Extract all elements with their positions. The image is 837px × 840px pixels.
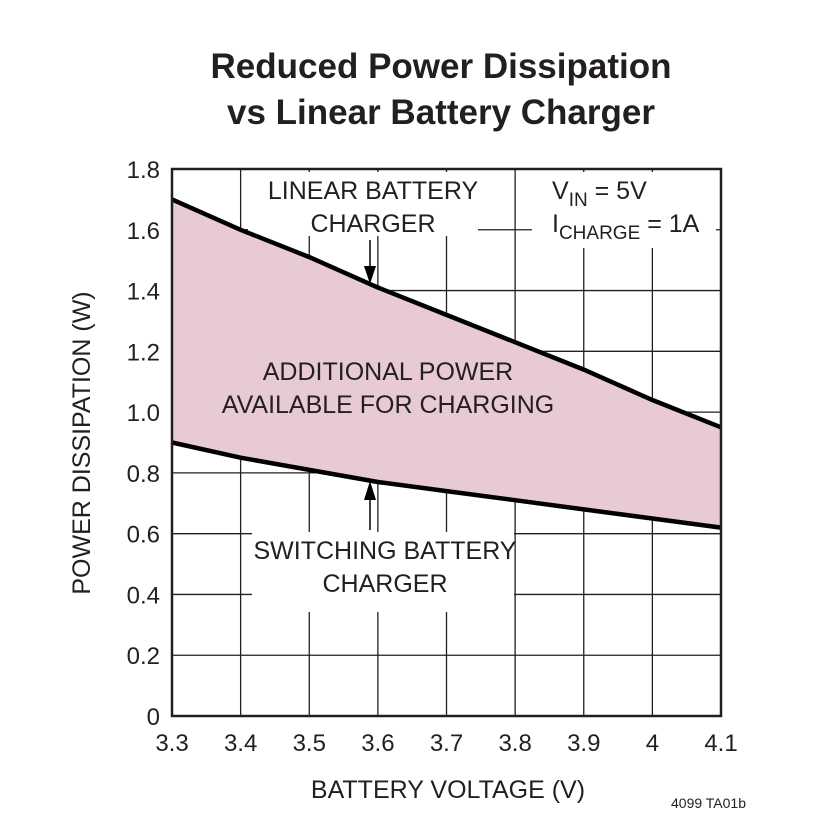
x-tick-label: 3.4 (224, 730, 257, 757)
switching-charger-line (171, 440, 722, 530)
x-tick-label: 4 (646, 730, 659, 757)
switching-label-1: SWITCHING BATTERY (254, 537, 517, 565)
label-mask (252, 532, 514, 612)
switching-label-2: CHARGER (322, 570, 447, 598)
x-axis-label: BATTERY VOLTAGE (V) (311, 776, 585, 804)
label-mask (248, 172, 478, 236)
x-tick-label: 3.5 (293, 730, 326, 757)
icharge-label: ICHARGE = 1A (552, 210, 700, 244)
linear-charger-line (171, 197, 722, 430)
y-tick-label: 0.8 (127, 461, 160, 488)
y-tick-label: 1.4 (127, 279, 160, 306)
x-tick-label: 3.6 (361, 730, 394, 757)
x-tick-label: 3.9 (567, 730, 600, 757)
x-tick-label: 4.1 (704, 730, 737, 757)
x-tick-label: 3.3 (155, 730, 188, 757)
region-label-2: AVAILABLE FOR CHARGING (222, 391, 554, 419)
y-tick-label: 1.0 (127, 400, 160, 427)
y-tick-label: 0.4 (127, 582, 160, 609)
region-label-1: ADDITIONAL POWER (263, 358, 514, 386)
switching-arrow (364, 481, 376, 530)
vin-label: VIN = 5V (552, 177, 647, 211)
label-masks (248, 172, 716, 612)
y-tick-label: 1.2 (127, 339, 160, 366)
chart-title-line1: Reduced Power Dissipation (211, 47, 672, 86)
y-tick-label: 1.8 (127, 157, 160, 184)
y-tick-label: 1.6 (127, 218, 160, 245)
y-tick-label: 0.6 (127, 522, 160, 549)
linear-label-1: LINEAR BATTERY (268, 177, 479, 205)
x-tick-label: 3.7 (430, 730, 463, 757)
y-tick-label: 0 (147, 704, 160, 731)
y-axis-label: POWER DISSIPATION (W) (68, 291, 96, 594)
x-tick-label: 3.8 (498, 730, 531, 757)
y-tick-label: 0.2 (127, 643, 160, 670)
figure-id: 4099 TA01b (671, 795, 746, 811)
additional-power-region (172, 199, 721, 528)
linear-label-2: CHARGER (310, 210, 435, 238)
plot-frame (170, 167, 723, 718)
label-mask (532, 172, 716, 248)
chart-title-line2: vs Linear Battery Charger (227, 93, 655, 132)
linear-arrow (364, 240, 376, 284)
